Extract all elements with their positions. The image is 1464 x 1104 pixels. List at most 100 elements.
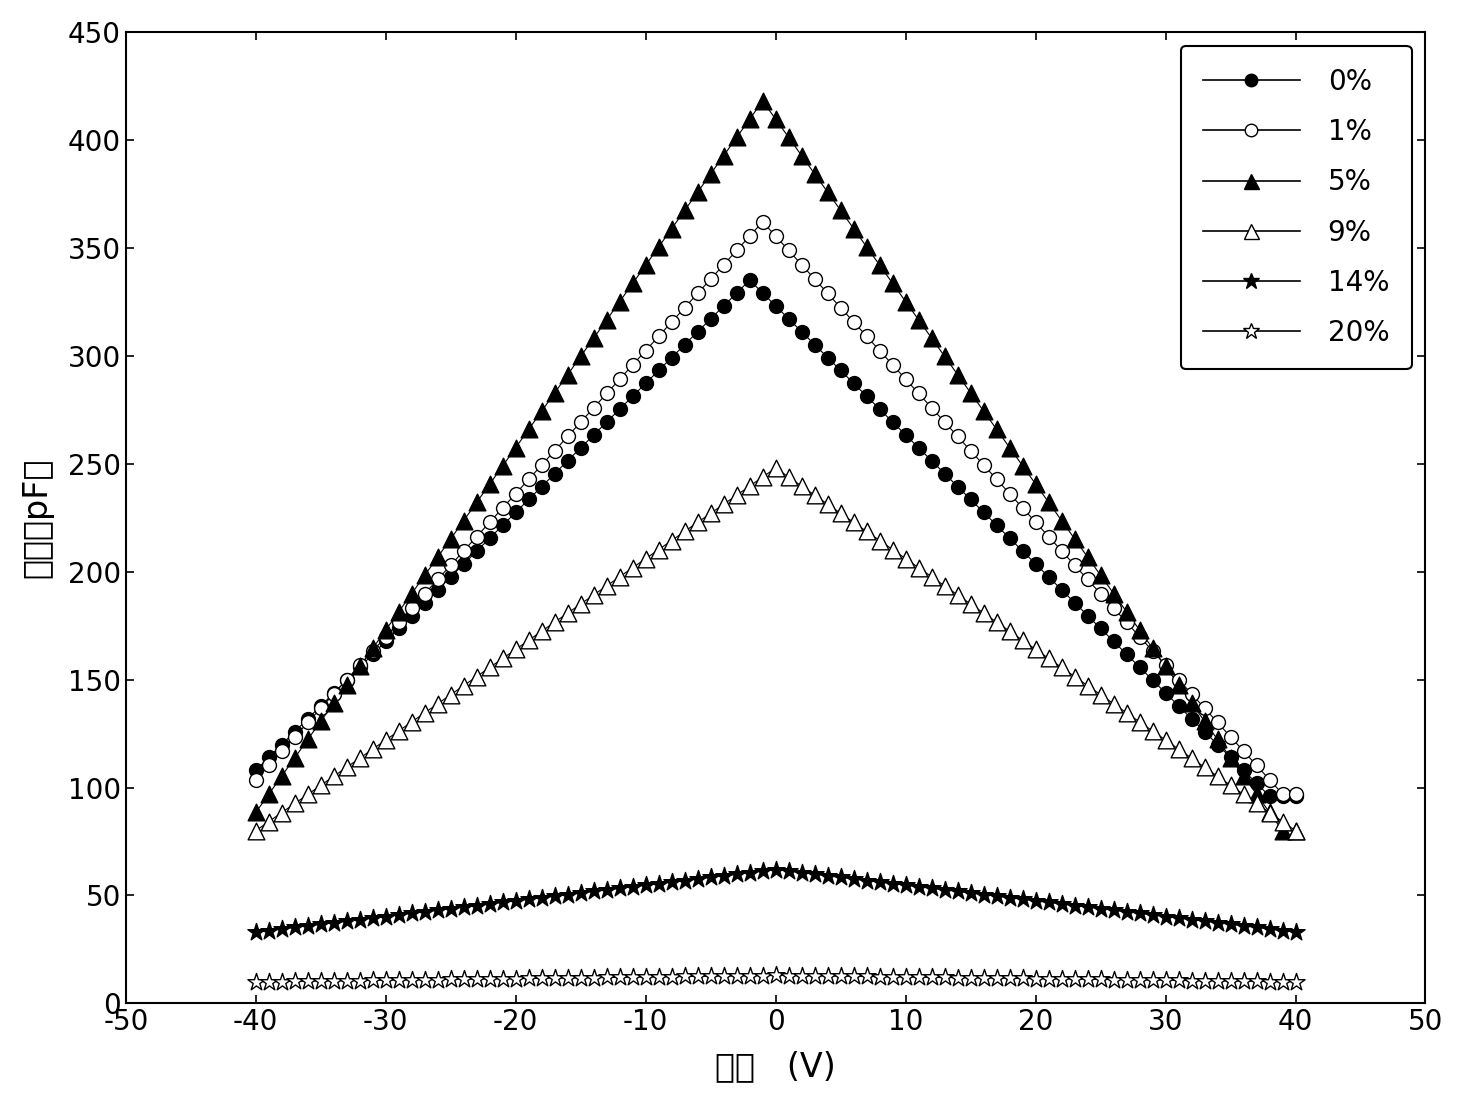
Point bbox=[647, 362, 671, 380]
Point bbox=[322, 694, 346, 712]
Point bbox=[998, 438, 1022, 456]
Point bbox=[556, 604, 580, 622]
Point bbox=[1116, 903, 1139, 921]
Point bbox=[1180, 694, 1203, 712]
Point bbox=[777, 468, 801, 486]
Point bbox=[1220, 915, 1243, 933]
Point bbox=[673, 872, 697, 890]
Point bbox=[608, 401, 631, 418]
Point bbox=[712, 147, 735, 164]
Point bbox=[946, 586, 969, 604]
Point bbox=[895, 370, 918, 388]
Point bbox=[504, 503, 527, 521]
Point bbox=[283, 728, 306, 745]
Point bbox=[479, 659, 502, 677]
Point bbox=[621, 559, 644, 576]
Point bbox=[530, 402, 553, 420]
Point bbox=[479, 895, 502, 913]
Point bbox=[1076, 607, 1099, 625]
Point bbox=[283, 749, 306, 766]
Point bbox=[258, 756, 281, 774]
Point bbox=[895, 293, 918, 310]
Point bbox=[815, 496, 839, 513]
Point bbox=[1258, 804, 1281, 821]
Point bbox=[608, 293, 631, 310]
Point bbox=[543, 969, 567, 987]
Point bbox=[764, 110, 788, 128]
Point bbox=[322, 684, 346, 702]
Point bbox=[972, 402, 996, 420]
Point bbox=[712, 297, 735, 315]
Point bbox=[1271, 787, 1294, 805]
Point bbox=[933, 968, 956, 986]
Point bbox=[621, 968, 644, 986]
Point bbox=[335, 912, 359, 930]
Point bbox=[687, 183, 710, 201]
Point bbox=[660, 220, 684, 237]
Point bbox=[972, 456, 996, 474]
Point bbox=[426, 571, 449, 588]
Point bbox=[1050, 659, 1073, 677]
Point bbox=[985, 614, 1009, 631]
Point bbox=[1231, 742, 1255, 760]
Point bbox=[258, 922, 281, 940]
Point bbox=[258, 973, 281, 990]
Point bbox=[829, 202, 852, 220]
Point bbox=[895, 968, 918, 986]
Point bbox=[452, 542, 476, 560]
Point bbox=[490, 499, 514, 517]
Point bbox=[972, 604, 996, 622]
Point bbox=[725, 866, 748, 883]
Point bbox=[842, 513, 865, 531]
Point bbox=[1180, 972, 1203, 989]
Point bbox=[1167, 671, 1190, 689]
Point bbox=[777, 310, 801, 328]
Point bbox=[777, 862, 801, 880]
Point bbox=[1193, 912, 1217, 930]
Point bbox=[517, 421, 540, 438]
Point bbox=[309, 776, 332, 794]
Point bbox=[829, 505, 852, 522]
Point bbox=[1050, 512, 1073, 530]
Point bbox=[829, 967, 852, 985]
Point bbox=[1037, 567, 1060, 585]
Point bbox=[1063, 970, 1086, 988]
Point bbox=[543, 442, 567, 459]
Point bbox=[373, 907, 397, 925]
Point bbox=[1063, 556, 1086, 574]
Point bbox=[881, 874, 905, 892]
Point bbox=[802, 967, 826, 985]
Point bbox=[517, 470, 540, 488]
Point bbox=[490, 517, 514, 534]
Point bbox=[815, 183, 839, 201]
Point bbox=[946, 365, 969, 383]
Point bbox=[504, 438, 527, 456]
Point bbox=[751, 92, 774, 109]
Point bbox=[1206, 914, 1230, 932]
Point bbox=[791, 863, 814, 881]
Point bbox=[583, 586, 606, 604]
Point bbox=[439, 900, 463, 917]
Point bbox=[1180, 750, 1203, 767]
Point bbox=[712, 256, 735, 274]
Point bbox=[1023, 969, 1047, 987]
Point bbox=[258, 749, 281, 766]
Point bbox=[906, 439, 930, 457]
Point bbox=[1076, 970, 1099, 988]
Point bbox=[855, 388, 878, 405]
Point bbox=[895, 550, 918, 567]
Point bbox=[959, 384, 982, 402]
Point bbox=[269, 767, 293, 785]
Point bbox=[738, 967, 761, 985]
Point bbox=[1063, 594, 1086, 612]
Point bbox=[660, 873, 684, 891]
Point bbox=[1127, 713, 1151, 731]
Point bbox=[634, 256, 657, 274]
Point bbox=[1076, 571, 1099, 588]
Point bbox=[815, 285, 839, 302]
Point bbox=[269, 742, 293, 760]
Point bbox=[1167, 741, 1190, 758]
Point bbox=[634, 342, 657, 360]
Point bbox=[283, 919, 306, 936]
Point bbox=[348, 658, 372, 676]
